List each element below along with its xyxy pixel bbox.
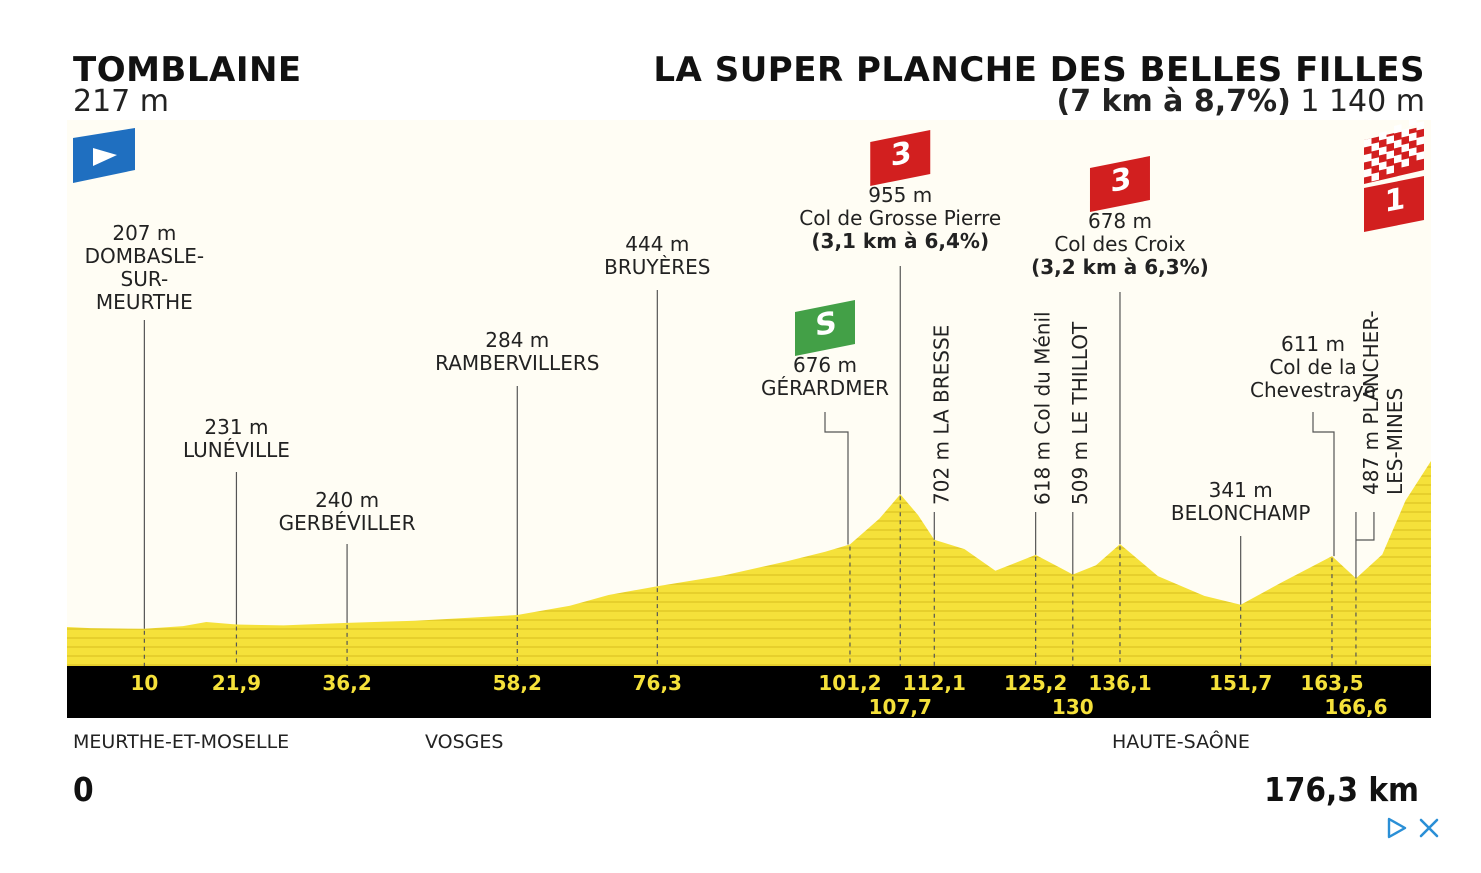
point-label-10-1: Col des Croix [1054,232,1185,256]
km-label-8: 125,2 [1004,671,1067,695]
km-band [67,666,1431,718]
point-label-6-0: 955 m [868,183,932,207]
point-label-10-2: (3,2 km à 6,3%) [1031,255,1209,279]
point-label-12-1: Col de la [1269,355,1356,379]
leader-lines [143,266,1375,666]
leader-line-5 [824,412,849,545]
distance-start: 0 [73,770,94,809]
start-altitude: 217 m [73,84,170,119]
elevation-area [67,461,1431,666]
finish-altitude: 1 140 m [1300,84,1425,119]
vertical-label-13-0: 487 m PLANCHER- [1359,310,1383,495]
distance-total: 176,3 km [1264,770,1419,809]
finish-name: LA SUPER PLANCHE DES BELLES FILLES [653,50,1425,90]
km-label-10: 136,1 [1088,671,1151,695]
start-flag-icon [73,128,135,183]
km-label-0: 10 [130,671,158,695]
km-label-3: 58,2 [493,671,542,695]
department-vosges: VOSGES [425,731,504,753]
svg-text:3: 3 [1111,161,1132,200]
ad-controls [1385,816,1441,840]
department-haute-saone: HAUTE-SAÔNE [1112,731,1250,753]
finish-climb-and-altitude: (7 km à 8,7%) 1 140 m [1057,84,1426,119]
finish-climb: (7 km à 8,7%) [1056,84,1291,119]
point-label-2-1: GERBÉVILLER [279,511,416,535]
point-label-2-0: 240 m [315,488,379,512]
km-label-11: 151,7 [1209,671,1272,695]
km-label-1: 21,9 [212,671,261,695]
svg-text:1: 1 [1385,181,1406,220]
point-label-6-1: Col de Grosse Pierre [799,206,1001,230]
km-label-2: 36,2 [322,671,371,695]
point-label-0-0: 207 m [112,221,176,245]
point-label-6-2: (3,1 km à 6,4%) [811,229,989,253]
category-3-climb-icon: 3 [1089,156,1150,212]
point-label-12-0: 611 m [1281,332,1345,356]
point-label-5-0: 676 m [793,353,857,377]
km-label-6: 107,7 [869,695,932,719]
point-label-3-1: RAMBERVILLERS [435,351,599,375]
point-label-10-0: 678 m [1088,209,1152,233]
point-label-0-1: DOMBASLE- [85,244,205,268]
category-3-climb-icon: 3 [870,130,931,186]
svg-text:3: 3 [891,135,912,174]
department-meurthe-et-moselle: MEURTHE-ET-MOSELLE [73,731,290,753]
category-1-climb-icon: 1 [1364,176,1424,232]
vertical-label-7: 702 m LA BRESSE [929,325,953,505]
ad-choices-icon[interactable] [1385,816,1409,840]
km-label-9: 130 [1052,695,1094,719]
point-label-4-0: 444 m [625,232,689,256]
vertical-label-8: 618 m Col du Ménil [1031,311,1055,505]
point-label-0-2: SUR- [121,267,169,291]
vertical-label-9: 509 m LE THILLOT [1068,321,1092,505]
point-label-11-1: BELONCHAMP [1171,501,1311,525]
km-label-13: 166,6 [1324,695,1387,719]
km-label-7: 112,1 [903,671,966,695]
point-label-5-1: GÉRARDMER [761,376,889,400]
point-label-11-0: 341 m [1209,478,1273,502]
start-name: TOMBLAINE [73,50,302,90]
sprint-icon: S [795,300,855,356]
svg-text:S: S [815,305,837,344]
leader-line-12 [1312,412,1335,557]
close-icon[interactable] [1417,816,1441,840]
point-label-1-1: LUNÉVILLE [183,438,290,462]
km-label-4: 76,3 [633,671,682,695]
point-label-3-0: 284 m [485,328,549,352]
badges: S 3 3 1 [795,130,1424,356]
point-label-1-0: 231 m [204,415,268,439]
km-label-5: 101,2 [818,671,881,695]
point-label-12-2: Chevestraye [1250,378,1376,402]
km-label-12: 163,5 [1300,671,1363,695]
point-label-0-3: MEURTHE [96,290,193,314]
finish-checkered-flag-icon [1364,117,1424,184]
vertical-label-13-1: LES-MINES [1383,388,1407,495]
point-label-4-1: BRUYÈRES [604,255,710,279]
leader-kink-13 [1355,512,1375,541]
